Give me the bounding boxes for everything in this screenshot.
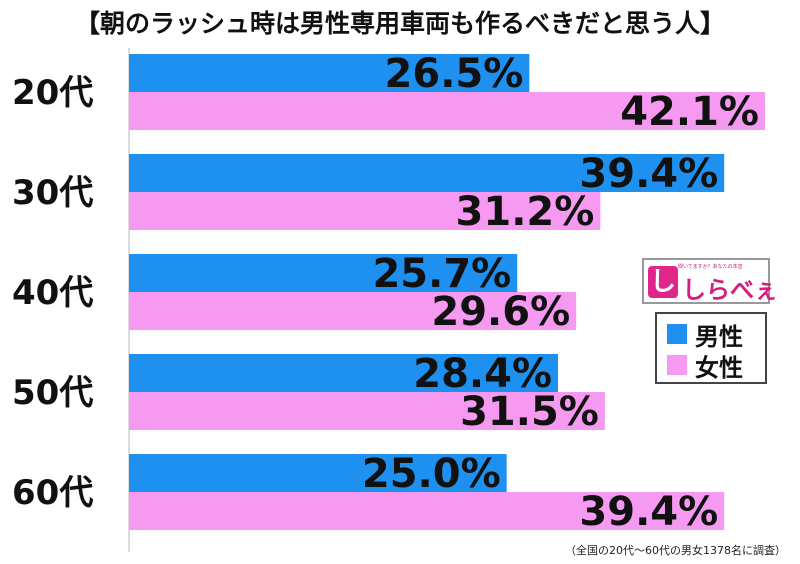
bar-value-label-female: 31.5% <box>460 389 599 435</box>
logo-mark: し <box>648 266 678 298</box>
bar-male <box>129 454 507 492</box>
bar-female <box>129 292 577 330</box>
bar-value-label-male: 25.0% <box>362 451 501 497</box>
bar-male <box>129 354 559 392</box>
legend-swatch-female <box>667 355 687 375</box>
chart-title: 【朝のラッシュ時は男性専用車両も作るべきだと思う人】 <box>74 9 725 38</box>
bar-value-label-male: 25.7% <box>372 251 511 297</box>
footnote: （全国の20代～60代の男女1378名に調査） <box>565 544 786 557</box>
bar-female <box>129 92 765 130</box>
category-label: 20代 <box>12 73 93 113</box>
bar-female <box>129 392 605 430</box>
category-label: 60代 <box>12 473 93 513</box>
bar-value-label-female: 29.6% <box>431 289 570 335</box>
bar-value-label-male: 28.4% <box>413 351 552 397</box>
legend-item-male: 男性 <box>667 319 743 351</box>
logo-tagline: 聞いてますか？あなたの本音 <box>678 264 743 270</box>
legend-item-female: 女性 <box>667 350 743 382</box>
category-label: 30代 <box>12 173 93 213</box>
chart-legend: 男性 女性 <box>655 312 767 384</box>
bar-male <box>129 54 530 92</box>
category-label: 50代 <box>12 373 93 413</box>
bar-value-label-female: 39.4% <box>579 489 718 535</box>
bar-male <box>129 254 518 292</box>
logo-brand-text: しらべぇ <box>682 276 778 304</box>
legend-label-female: 女性 <box>695 353 743 382</box>
bar-value-label-female: 42.1% <box>620 89 759 135</box>
legend-swatch-male <box>667 324 687 344</box>
bar-male <box>129 154 725 192</box>
bar-female <box>129 492 725 530</box>
bar-value-label-male: 39.4% <box>579 151 718 197</box>
bar-value-label-female: 31.2% <box>456 189 595 235</box>
category-label: 40代 <box>12 273 93 313</box>
shirabee-logo: し 聞いてますか？あなたの本音 しらべぇ <box>642 258 778 304</box>
bar-value-label-male: 26.5% <box>385 51 524 97</box>
legend-label-male: 男性 <box>695 322 743 351</box>
bar-female <box>129 192 601 230</box>
